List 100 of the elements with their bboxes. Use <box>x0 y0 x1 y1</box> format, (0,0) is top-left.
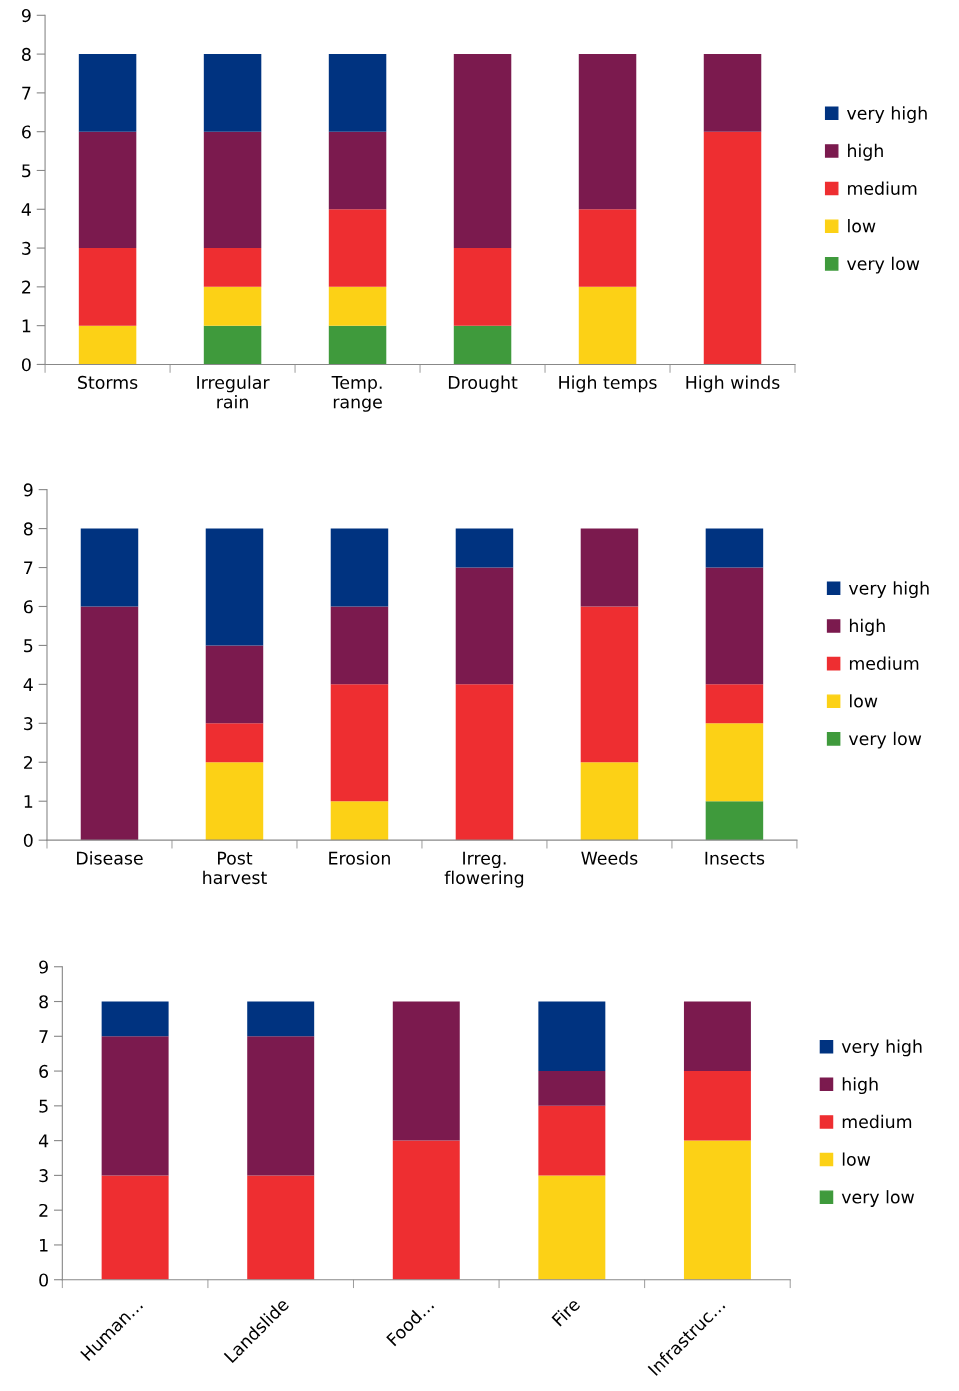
y-tick-label: 7 <box>39 1030 48 1043</box>
bar <box>705 723 764 802</box>
bar <box>328 209 387 287</box>
bar <box>78 325 137 365</box>
bar <box>78 131 137 249</box>
bar <box>203 131 262 249</box>
y-tick-label: 1 <box>22 319 31 333</box>
y-tick-label: 2 <box>22 280 31 294</box>
bar <box>538 1071 606 1106</box>
y-tick-label: 7 <box>24 561 33 575</box>
y-tick-label: 5 <box>22 164 31 178</box>
x-tick-label: Irregular rain <box>197 375 270 409</box>
bar <box>80 606 139 841</box>
y-tick-label: 7 <box>22 86 31 100</box>
bar <box>580 762 639 841</box>
bar <box>703 54 762 132</box>
bar <box>683 1071 751 1141</box>
x-tick-label: Insects <box>705 851 765 865</box>
bar <box>683 1001 751 1072</box>
legend-label: high <box>849 618 885 636</box>
legend-label: low <box>848 219 876 233</box>
y-tick-label: 9 <box>23 483 33 497</box>
bar <box>580 528 639 607</box>
bar <box>538 1001 606 1072</box>
bar <box>330 801 389 841</box>
bar <box>78 54 137 132</box>
y-tick-label: 4 <box>21 203 31 216</box>
y-tick-label: 6 <box>23 600 33 614</box>
x-tick-label: High temps <box>559 375 657 393</box>
bar <box>538 1105 606 1176</box>
bar <box>203 248 262 287</box>
bar <box>705 567 764 685</box>
bar <box>578 286 637 365</box>
bar <box>328 286 387 326</box>
y-tick-label: 2 <box>39 1203 48 1217</box>
bar <box>101 1036 169 1176</box>
y-tick-label: 4 <box>23 678 33 691</box>
bar <box>330 606 389 685</box>
y-tick-label: 5 <box>39 1099 48 1113</box>
bar <box>330 528 389 607</box>
y-tick-label: 3 <box>24 717 33 731</box>
bar <box>703 131 762 365</box>
bar <box>203 54 262 132</box>
legend-label: very high <box>846 106 927 123</box>
legend-label: very low <box>846 256 920 274</box>
x-tick-label: Storms <box>78 375 138 389</box>
bar <box>247 1001 315 1037</box>
bar <box>247 1036 315 1176</box>
bar <box>205 528 264 646</box>
x-tick-label: Temp. range <box>331 376 382 412</box>
y-tick-label: 2 <box>24 755 33 769</box>
x-tick-label: Drought <box>448 375 518 393</box>
bar <box>203 286 262 326</box>
bar <box>101 1175 169 1280</box>
bar <box>453 248 512 326</box>
bar <box>705 801 764 841</box>
legend-label: very high <box>841 1039 922 1057</box>
bar <box>453 54 512 249</box>
bar <box>578 209 637 287</box>
y-tick-label: 1 <box>40 1238 48 1252</box>
y-tick-label: 9 <box>21 9 31 23</box>
bar <box>78 248 137 326</box>
x-tick-label: Fire <box>551 1297 581 1327</box>
x-tick-label: Disease <box>77 851 143 865</box>
legend-label: high <box>848 143 883 161</box>
bar <box>453 325 512 365</box>
x-tick-label: Weeds <box>581 851 638 865</box>
bar <box>330 684 389 802</box>
legend-label: medium <box>849 656 919 670</box>
x-tick-label: Erosion <box>329 851 390 865</box>
y-tick-label: 6 <box>39 1064 49 1078</box>
legend-label: low <box>842 1152 871 1166</box>
y-tick-label: 3 <box>39 1169 48 1183</box>
bar <box>705 684 764 724</box>
bar <box>578 54 637 210</box>
x-tick-label: Post harvest <box>203 851 267 885</box>
y-tick-label: 0 <box>23 833 33 848</box>
bar <box>328 325 387 365</box>
y-tick-label: 0 <box>21 358 31 372</box>
legend-label: high <box>842 1077 878 1094</box>
x-tick-label: High winds <box>686 375 780 393</box>
bar <box>205 762 264 841</box>
y-tick-label: 8 <box>39 995 48 1009</box>
legend-label: very low <box>848 731 922 749</box>
bar <box>392 1001 460 1141</box>
legend-label: medium <box>842 1114 912 1129</box>
y-tick-label: 8 <box>23 522 33 536</box>
bar <box>205 723 264 763</box>
y-tick-label: 5 <box>24 639 33 653</box>
y-tick-label: 0 <box>39 1273 48 1287</box>
legend-label: low <box>850 694 878 708</box>
legend-label: very low <box>841 1190 915 1207</box>
y-tick-label: 8 <box>22 47 31 61</box>
bar <box>455 528 514 568</box>
y-tick-label: 6 <box>22 125 31 139</box>
bar <box>328 54 387 132</box>
legend-label: very high <box>848 581 929 599</box>
bar <box>705 528 764 568</box>
bar <box>328 131 387 210</box>
bar <box>80 528 139 607</box>
